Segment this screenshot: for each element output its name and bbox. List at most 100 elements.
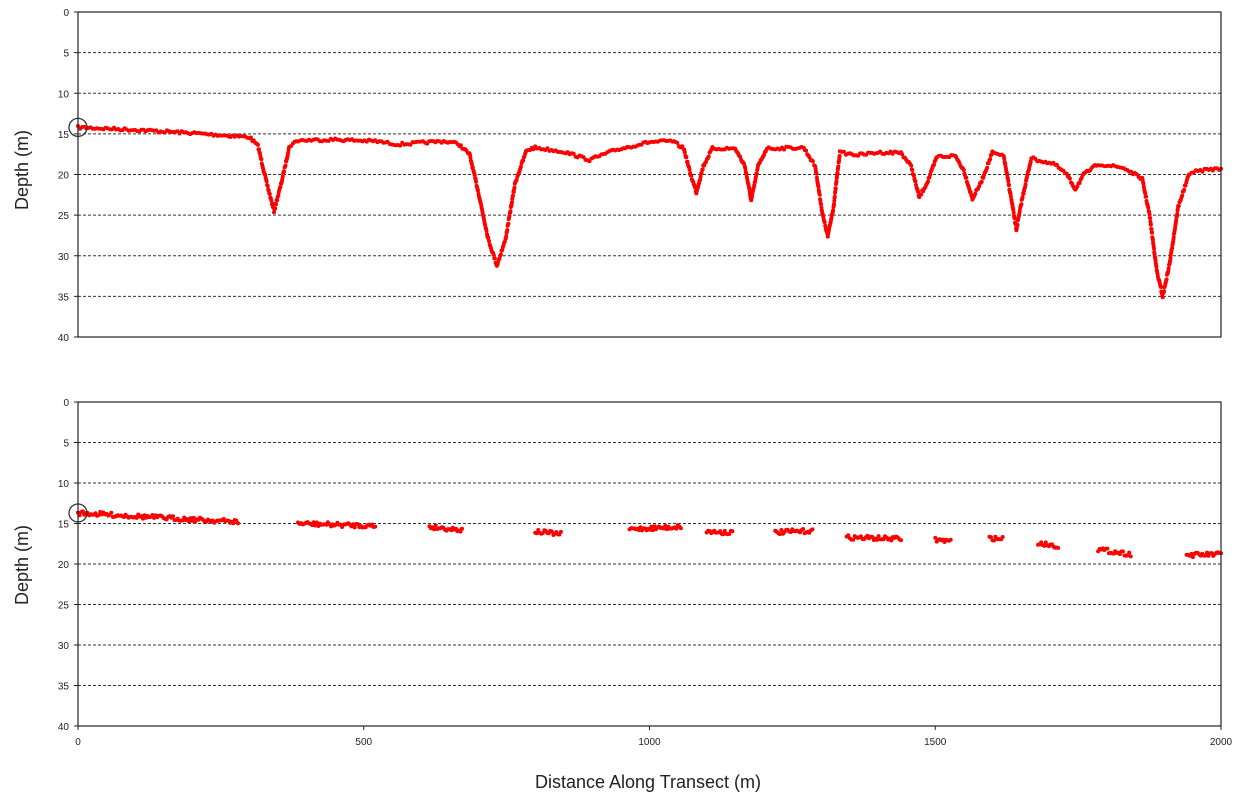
depth-point (470, 165, 475, 170)
depth-point (1028, 159, 1033, 164)
depth-point (1158, 285, 1163, 289)
depth-point (699, 171, 704, 175)
depth-point (911, 173, 916, 178)
depth-point (109, 510, 114, 515)
depth-point (687, 167, 692, 172)
depth-point (1067, 176, 1072, 181)
depth-point (1182, 187, 1187, 192)
depth-point (351, 522, 356, 527)
depth-point (491, 252, 496, 257)
depth-point (835, 170, 840, 175)
depth-point (831, 208, 836, 213)
depth-point (549, 529, 554, 534)
depth-point (571, 151, 576, 156)
depth-point (487, 239, 491, 244)
depth-point (1007, 183, 1011, 188)
y-tick-label: 5 (63, 439, 69, 450)
depth-point (191, 515, 196, 520)
depth-point (1170, 246, 1175, 251)
depth-point (282, 169, 287, 174)
depth-point (988, 157, 993, 162)
depth-point (700, 167, 705, 172)
depth-point (468, 155, 473, 160)
depth-point (680, 144, 685, 149)
depth-point (274, 202, 279, 207)
x-tick-label: 2000 (1210, 737, 1233, 748)
lower-gridlines (78, 442, 1221, 686)
depth-point (1180, 193, 1185, 198)
depth-point (721, 532, 726, 537)
depth-point (833, 186, 838, 191)
depth-point (1134, 172, 1139, 177)
depth-point (484, 229, 489, 233)
depth-point (810, 527, 815, 532)
depth-point (1171, 235, 1176, 240)
depth-point (1175, 212, 1180, 216)
depth-point (1164, 277, 1169, 282)
depth-point (652, 524, 657, 529)
y-tick-label: 40 (58, 722, 70, 733)
depth-point (1189, 551, 1194, 556)
depth-point (985, 165, 990, 170)
y-tick-label: 20 (58, 171, 70, 182)
x-tick-label: 0 (75, 737, 81, 748)
depth-point (1141, 181, 1146, 186)
depth-point (267, 192, 272, 197)
depth-point (352, 525, 357, 530)
depth-point (1149, 227, 1154, 232)
depth-point (80, 509, 85, 514)
depth-point (675, 140, 680, 145)
depth-point (311, 520, 316, 525)
depth-point (507, 214, 512, 218)
lower-y-axis-label: Depth (m) (12, 525, 32, 605)
depth-point (505, 228, 510, 232)
y-tick-label: 15 (58, 130, 70, 141)
depth-point (1011, 210, 1016, 215)
depth-point (236, 521, 240, 526)
depth-point (460, 526, 464, 531)
depth-point (1143, 191, 1148, 196)
depth-point (1015, 222, 1020, 227)
depth-point (1005, 172, 1010, 177)
depth-point (508, 209, 513, 214)
depth-point (986, 161, 991, 166)
depth-point (259, 157, 264, 162)
depth-point (932, 162, 936, 167)
depth-point (1205, 550, 1209, 555)
depth-point (689, 173, 694, 178)
depth-point (804, 148, 809, 153)
depth-point (730, 529, 735, 534)
y-tick-label: 20 (58, 560, 70, 571)
depth-point (190, 518, 195, 523)
depth-point (977, 184, 982, 189)
y-tick-label: 15 (58, 520, 70, 531)
depth-point (1148, 216, 1153, 221)
y-tick-label: 25 (58, 601, 70, 612)
y-tick-label: 40 (58, 333, 70, 344)
depth-point (814, 175, 819, 180)
depth-point (256, 142, 260, 147)
depth-point (816, 184, 821, 189)
upper-plot-frame (77, 11, 1222, 338)
upper-gridlines (78, 52, 1221, 297)
depth-point (961, 168, 966, 172)
y-tick-label: 25 (58, 211, 70, 222)
depth-point (810, 159, 815, 164)
depth-point (1019, 202, 1024, 207)
depth-point (286, 150, 291, 155)
depth-point (265, 183, 270, 188)
depth-point (512, 185, 517, 190)
depth-point (476, 188, 480, 193)
depth-point (474, 179, 479, 184)
y-tick-label: 35 (58, 682, 70, 693)
depth-point (1002, 156, 1007, 161)
depth-point (647, 527, 652, 532)
depth-point (1162, 289, 1166, 294)
depth-point (1150, 230, 1154, 235)
depth-point (754, 171, 759, 176)
depth-point (899, 538, 903, 543)
depth-point (1000, 535, 1005, 539)
depth-point (964, 175, 969, 180)
depth-point (650, 528, 655, 533)
